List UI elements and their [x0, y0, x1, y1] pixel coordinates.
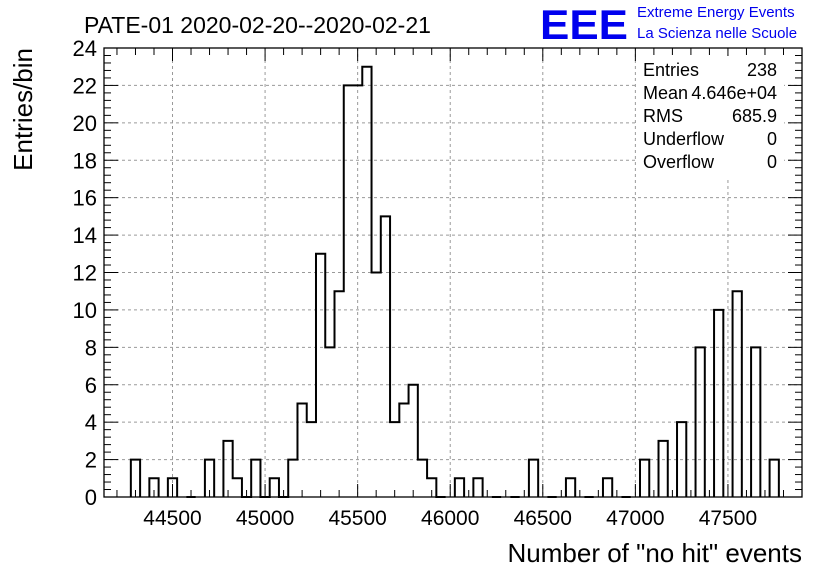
stats-value-rms: 685.9	[732, 106, 777, 126]
histogram-bin	[288, 460, 297, 497]
histogram-bin	[640, 460, 649, 497]
x-tick-label: 46000	[421, 507, 479, 530]
y-tick-label: 12	[73, 261, 97, 286]
y-tick-label: 20	[73, 111, 97, 136]
stats-value-overflow: 0	[767, 152, 777, 172]
x-tick-label: 47500	[699, 507, 757, 530]
stats-label-rms: RMS	[643, 106, 683, 126]
stats-box-background	[638, 56, 784, 178]
y-tick-label: 18	[73, 148, 97, 173]
y-tick-label: 2	[85, 448, 97, 473]
histogram-bin	[353, 85, 362, 497]
y-axis-label: Entries/bin	[8, 48, 38, 171]
y-tick-label: 6	[85, 373, 97, 398]
histogram-bin	[770, 460, 779, 497]
histogram-bin	[399, 403, 408, 497]
histogram-bin	[455, 478, 464, 497]
y-tick-label: 24	[73, 36, 97, 61]
histogram-bin	[251, 460, 260, 497]
x-tick-label: 45000	[236, 507, 294, 530]
stats-label-mean: Mean	[643, 83, 688, 103]
histogram-bin	[335, 291, 344, 497]
grid-lines	[104, 48, 802, 497]
chart-title: PATE-01 2020-02-20--2020-02-21	[84, 12, 431, 38]
logo-line-1: Extreme Energy Events	[637, 4, 795, 21]
y-tick-label: 8	[85, 335, 97, 360]
stats-label-entries: Entries	[643, 60, 699, 80]
histogram-bin	[418, 460, 427, 497]
x-tick-label: 45500	[328, 507, 386, 530]
logo-line-2: La Scienza nelle Scuole	[637, 25, 797, 42]
eee-logo-mark: EEE	[540, 1, 628, 48]
x-tick-label: 47000	[606, 507, 664, 530]
histogram-bin	[603, 478, 612, 497]
y-tick-label: 14	[73, 223, 97, 248]
histogram-bin	[316, 254, 325, 497]
axis-ticks	[104, 47, 803, 498]
y-tick-label: 4	[85, 410, 97, 435]
histogram-bin	[223, 441, 232, 497]
stats-label-underflow: Underflow	[643, 129, 725, 149]
histogram-bin	[659, 441, 668, 497]
histogram-bin	[529, 460, 538, 497]
y-tick-label: 10	[73, 298, 97, 323]
tick-labels: 44500 45000 45500 46000 46500 47000 4750002468…	[73, 36, 758, 530]
histogram-bin	[733, 291, 742, 497]
histogram-bin	[566, 478, 575, 497]
stats-label-overflow: Overflow	[643, 152, 715, 172]
eee-logo: EEE Extreme Energy Events La Scienza nel…	[540, 1, 797, 48]
histogram-bin	[362, 67, 371, 497]
stats-value-mean: 4.646e+04	[691, 83, 777, 103]
histogram-bin	[714, 310, 723, 497]
y-tick-label: 0	[85, 485, 97, 510]
histogram-bin	[473, 478, 482, 497]
y-tick-label: 16	[73, 186, 97, 211]
histogram-bin	[270, 478, 279, 497]
x-tick-label: 44500	[143, 507, 201, 530]
x-tick-label: 46500	[514, 507, 572, 530]
y-tick-label: 22	[73, 73, 97, 98]
stats-box: Entries 238 Mean 4.646e+04 RMS 685.9 Und…	[638, 56, 784, 178]
histogram-bin	[233, 478, 242, 497]
histogram-bin	[297, 403, 306, 497]
stats-value-underflow: 0	[767, 129, 777, 149]
x-axis-label: Number of "no hit" events	[508, 538, 803, 568]
stats-value-entries: 238	[747, 60, 777, 80]
histogram-bin	[409, 385, 418, 497]
histogram-bin	[381, 216, 390, 497]
histogram-bin	[344, 85, 353, 497]
